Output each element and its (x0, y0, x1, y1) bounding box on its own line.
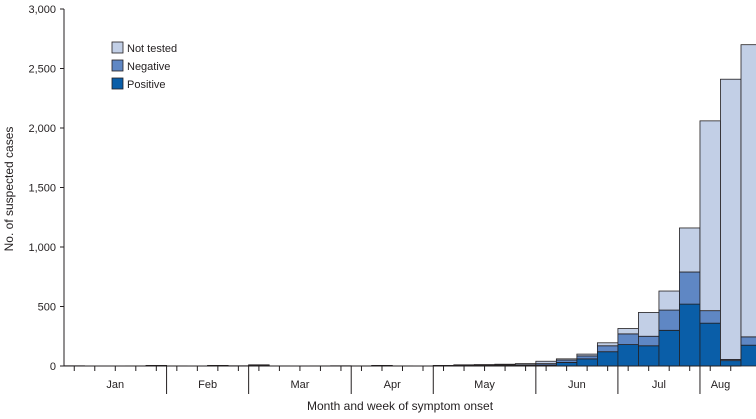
y-tick-label: 3,000 (28, 4, 56, 16)
bar-segment-not-tested (453, 364, 475, 366)
month-label: Mar (290, 379, 309, 391)
bar-segment-positive (740, 344, 756, 367)
month-label: Jul (652, 379, 666, 391)
bar-segment-negative (617, 333, 639, 345)
x-axis-title: Month and week of symptom onset (307, 399, 494, 413)
legend: Not tested Negative Positive (111, 41, 177, 91)
bar-segment-positive (555, 362, 578, 367)
month-label: Feb (198, 379, 217, 391)
bar-segment-not-tested (638, 312, 660, 337)
bar-segment-negative (638, 335, 660, 347)
y-tick-label: 1,000 (28, 242, 56, 254)
bar-segment-not-tested (494, 363, 516, 366)
bar-segment-positive (576, 358, 598, 367)
month-label: Jun (568, 379, 586, 391)
bar-segment-negative (740, 336, 756, 346)
legend-label: Positive (127, 79, 166, 91)
bar-segment-negative (658, 309, 680, 331)
y-tick-label: 0 (50, 361, 56, 373)
legend-label: Not tested (127, 43, 177, 55)
bar-segment-not-tested (658, 290, 680, 311)
bar-segment-not-tested (576, 353, 598, 357)
bars (63, 44, 756, 367)
bar-segment-positive (617, 344, 639, 367)
y-tick-label: 2,500 (28, 64, 56, 76)
bar-segment-positive (699, 322, 721, 367)
month-label: Jan (106, 379, 124, 391)
bar-segment-positive (658, 329, 680, 367)
bar-segment-positive (679, 303, 701, 367)
bar-segment-not-tested (514, 363, 537, 366)
bar-segment-not-tested (699, 120, 721, 312)
bar-segment-negative (679, 271, 701, 305)
bar-segment-not-tested (679, 227, 701, 273)
month-label: May (474, 379, 495, 391)
axes: 0 500 1,000 1,500 2,000 2,500 3,000 Jan Feb Mar Ap… (28, 4, 741, 394)
month-label: Aug (711, 379, 731, 391)
bar-segment-positive (596, 351, 619, 367)
bar-segment-positive (720, 360, 742, 367)
month-label: Apr (384, 379, 401, 391)
bar-segment-negative (576, 355, 598, 360)
y-tick-label: 500 (38, 302, 56, 314)
bar-segment-not-tested (555, 358, 578, 361)
bar-segment-negative (699, 310, 721, 324)
legend-swatch (111, 41, 124, 54)
bar-segment-not-tested (617, 328, 639, 335)
bar-segment-not-tested (720, 78, 742, 360)
bar-segment-not-tested (473, 364, 496, 366)
y-axis-title: No. of suspected cases (2, 127, 16, 252)
legend-swatch (111, 77, 124, 90)
y-tick-label: 1,500 (28, 183, 56, 195)
bar-segment-not-tested (535, 360, 557, 365)
legend-label: Negative (127, 61, 170, 73)
bar-segment-positive (638, 345, 660, 367)
bar-segment-not-tested (596, 342, 619, 347)
bar-segment-negative (596, 345, 619, 353)
bar-segment-not-tested (740, 44, 756, 338)
legend-swatch (111, 59, 124, 72)
y-tick-label: 2,000 (28, 123, 56, 135)
